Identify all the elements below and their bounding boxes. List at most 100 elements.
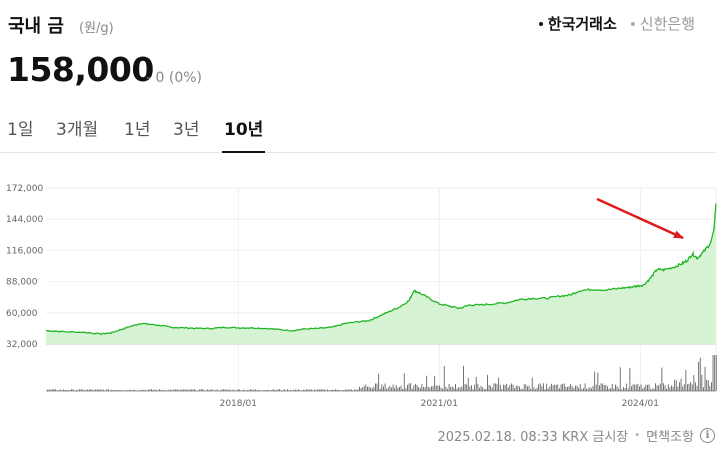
volume-bar [263,390,264,391]
x-tick-label: 2024/01 [622,399,659,409]
volume-bar [579,384,581,391]
price-chart[interactable]: 172,000 144,000 116,000 88,000 60,000 32,000 … [0,170,721,410]
volume-bar [232,389,234,391]
volume-bar [247,390,248,391]
volume-bar [498,377,500,391]
data-source-timestamp: 2025.02.18. 08:33 KRX 금시장 [437,430,629,445]
volume-bar [111,389,112,391]
volume-bar [707,380,709,391]
volume-bar [528,385,530,391]
volume-bar [504,385,506,391]
volume-bar [573,388,575,391]
volume-bar [711,382,712,391]
volume-bar [237,389,239,391]
volume-bar [429,387,431,391]
volume-bar [411,388,413,391]
volume-bar [303,389,304,391]
y-tick-label: 172,000 [6,184,43,194]
volume-bar [365,384,367,391]
volume-bar [704,366,706,391]
volume-bar [378,373,380,391]
volume-bar [95,389,96,391]
volume-bar [176,389,178,391]
volume-bar [699,357,701,391]
footer-separator: • [634,430,641,441]
volume-bar [373,386,375,391]
volume-bar [226,389,228,391]
volume-bar [131,390,133,391]
volume-bar [650,389,652,391]
volume-bar [557,384,559,391]
volume-bar [667,384,669,391]
volume-bar [229,389,231,391]
tab-1-day[interactable]: 1일 [7,120,34,140]
volume-bar [56,390,58,391]
market-option-krx[interactable]: 한국거래소 [538,13,617,34]
volume-bar [706,379,708,391]
volume-bar [141,389,143,391]
volume-bar [690,381,692,391]
volume-bar [162,390,164,391]
volume-bar [272,389,274,391]
volume-bar [274,390,276,391]
volume-bar [205,390,207,391]
volume-bar [239,389,240,391]
y-tick-label: 116,000 [6,246,43,256]
volume-bar [624,388,626,391]
volume-bar [613,388,615,391]
volume-bar [135,390,136,391]
volume-bar [568,386,570,391]
volume-bar [466,384,468,391]
volume-bar [595,384,597,391]
volume-bar [211,389,213,391]
volume-bar [291,390,293,391]
volume-bar [109,390,111,391]
volume-bar [221,389,223,391]
volume-bar [117,390,119,391]
volume-bar [402,389,404,391]
volume-bar [655,383,656,391]
volume-bar [199,389,200,391]
tab-1-year[interactable]: 1년 [124,120,151,140]
volume-bar [154,389,156,391]
tab-3-years[interactable]: 3년 [173,120,200,140]
volume-bar [467,377,469,391]
volume-bar [320,389,322,391]
market-option-shinhan[interactable]: 신한은행 [630,13,695,34]
volume-bar [386,388,388,391]
volume-bar [307,389,309,391]
volume-bar [640,384,642,391]
volume-bar [255,389,256,391]
volume-bar [288,390,290,391]
volume-bar [155,389,157,391]
volume-bar [413,385,415,391]
volume-bar [163,389,165,391]
volume-bar [509,384,511,391]
volume-bar [91,389,93,391]
volume-bar [311,389,312,391]
volume-bar [256,390,258,391]
volume-bar [439,385,440,391]
volume-bar [218,390,220,391]
volume-bar [269,390,271,391]
market-option-label: 한국거래소 [547,15,617,33]
volume-bar [637,383,639,391]
volume-bar [543,383,544,391]
volume-bar [485,388,487,391]
tab-3-months[interactable]: 3개월 [56,120,99,140]
disclaimer-link[interactable]: 면책조항 [646,430,694,445]
volume-bar [149,389,151,391]
volume-bar [123,390,125,391]
volume-bar [151,389,152,391]
volume-bar [112,389,114,391]
volume-bar [323,389,325,391]
volume-bar [562,383,564,391]
price-unit: (원/g) [79,21,114,36]
volume-bar [189,389,191,391]
tab-10-years[interactable]: 10년 [222,115,266,153]
info-icon[interactable]: i [700,428,715,443]
volume-bar [248,389,250,391]
volume-bar [458,387,460,391]
volume-bar [328,390,330,391]
volume-bar [581,389,583,391]
